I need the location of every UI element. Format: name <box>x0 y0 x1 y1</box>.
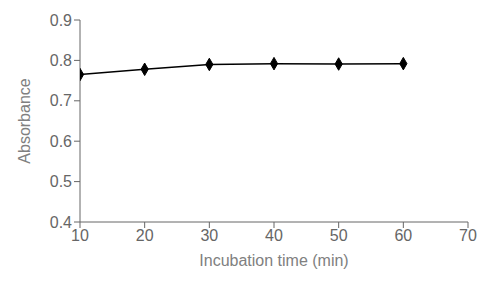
svg-text:0.6: 0.6 <box>50 133 72 150</box>
svg-text:0.9: 0.9 <box>50 12 72 29</box>
svg-text:60: 60 <box>394 227 412 244</box>
svg-text:40: 40 <box>265 227 283 244</box>
svg-text:Absorbance: Absorbance <box>16 78 33 163</box>
svg-text:30: 30 <box>200 227 218 244</box>
svg-text:70: 70 <box>459 227 477 244</box>
svg-text:0.5: 0.5 <box>50 173 72 190</box>
svg-text:Incubation time (min): Incubation time (min) <box>199 252 348 269</box>
svg-text:0.8: 0.8 <box>50 52 72 69</box>
svg-text:10: 10 <box>71 227 89 244</box>
svg-text:0.7: 0.7 <box>50 92 72 109</box>
svg-text:50: 50 <box>330 227 348 244</box>
svg-text:0.4: 0.4 <box>50 214 72 231</box>
svg-text:20: 20 <box>136 227 154 244</box>
